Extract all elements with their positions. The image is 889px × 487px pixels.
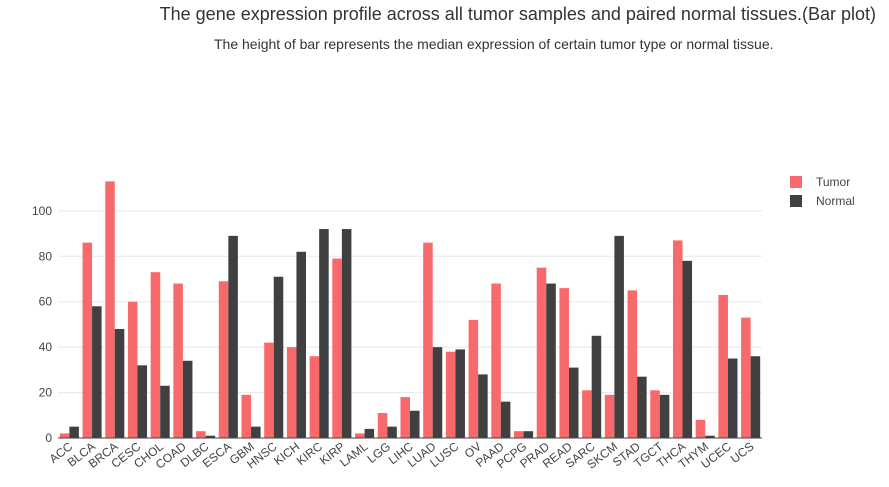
y-tick-label: 40 <box>39 340 53 354</box>
bar-normal-kirp[interactable] <box>341 229 352 438</box>
bar-tumor-esca[interactable] <box>218 281 229 438</box>
bar-normal-paad[interactable] <box>500 401 511 438</box>
bar-tumor-prad[interactable] <box>536 267 547 438</box>
bar-tumor-thca[interactable] <box>672 240 683 438</box>
bar-normal-lusc[interactable] <box>455 349 465 438</box>
bar-tumor-acc[interactable] <box>59 433 70 438</box>
bar-tumor-luad[interactable] <box>423 242 433 438</box>
gridlines <box>58 210 762 394</box>
legend-swatch-tumor[interactable] <box>790 176 802 188</box>
bar-tumor-sarc[interactable] <box>582 390 592 438</box>
bar-normal-lihc[interactable] <box>410 410 420 438</box>
bar-normal-blca[interactable] <box>92 306 102 438</box>
y-tick-label: 80 <box>39 249 53 263</box>
bar-normal-kich[interactable] <box>296 251 306 438</box>
bar-normal-ucec[interactable] <box>727 358 738 438</box>
bar-tumor-skcm[interactable] <box>604 394 615 438</box>
bars <box>59 181 761 438</box>
bar-tumor-ucs[interactable] <box>741 317 751 438</box>
bar-normal-prad[interactable] <box>546 283 556 438</box>
y-tick-label: 100 <box>32 204 52 218</box>
bar-tumor-tgct[interactable] <box>650 390 660 438</box>
bar-normal-thca[interactable] <box>682 260 693 438</box>
legend-swatch-normal[interactable] <box>790 195 802 207</box>
bar-normal-gbm[interactable] <box>251 426 261 438</box>
bar-normal-cesc[interactable] <box>137 365 148 438</box>
y-tick-label: 20 <box>39 386 53 400</box>
bar-normal-coad[interactable] <box>182 360 193 438</box>
bar-tumor-lusc[interactable] <box>445 351 456 438</box>
x-tick-label: UCS <box>728 439 757 466</box>
bar-normal-laml[interactable] <box>364 428 375 438</box>
bar-tumor-thym[interactable] <box>695 419 706 438</box>
bar-tumor-brca[interactable] <box>105 181 115 438</box>
bar-tumor-stad[interactable] <box>627 290 638 438</box>
bar-tumor-chol[interactable] <box>150 272 161 438</box>
bar-normal-esca[interactable] <box>228 235 238 438</box>
bar-normal-sarc[interactable] <box>591 335 602 438</box>
bar-normal-tgct[interactable] <box>659 394 670 438</box>
bar-tumor-coad[interactable] <box>173 283 183 438</box>
bar-normal-chol[interactable] <box>160 385 170 438</box>
bar-normal-lgg[interactable] <box>387 426 397 438</box>
bar-tumor-lgg[interactable] <box>377 413 388 438</box>
bar-tumor-lihc[interactable] <box>400 397 410 438</box>
bar-tumor-ov[interactable] <box>468 319 479 438</box>
bar-normal-kirc[interactable] <box>319 229 329 438</box>
bar-normal-read[interactable] <box>568 367 579 438</box>
chart-subtitle: The height of bar represents the median … <box>214 36 774 52</box>
bar-normal-acc[interactable] <box>69 426 79 438</box>
bar-normal-hnsc[interactable] <box>273 276 284 438</box>
legend-label-normal[interactable]: Normal <box>816 194 855 208</box>
bar-normal-skcm[interactable] <box>614 235 624 438</box>
bar-tumor-read[interactable] <box>559 288 569 438</box>
bar-tumor-laml[interactable] <box>355 433 365 438</box>
bar-tumor-kirc[interactable] <box>309 356 320 438</box>
bar-normal-stad[interactable] <box>637 376 647 438</box>
y-tick-label: 60 <box>39 295 53 309</box>
bar-tumor-kich[interactable] <box>286 347 297 438</box>
bar-normal-brca[interactable] <box>114 328 125 438</box>
bar-normal-dlbc[interactable] <box>205 435 216 438</box>
bar-tumor-hnsc[interactable] <box>264 342 274 438</box>
bar-tumor-cesc[interactable] <box>127 301 138 438</box>
legend[interactable]: Tumor Normal <box>790 175 855 208</box>
bar-tumor-ucec[interactable] <box>718 294 728 438</box>
bar-tumor-pcpg[interactable] <box>514 431 524 438</box>
y-tick-label: 0 <box>45 431 52 445</box>
bar-normal-pcpg[interactable] <box>523 431 534 438</box>
bar-tumor-dlbc[interactable] <box>196 431 206 438</box>
bar-tumor-kirp[interactable] <box>332 258 342 438</box>
legend-label-tumor[interactable]: Tumor <box>816 175 850 189</box>
bar-normal-ov[interactable] <box>478 374 488 438</box>
bar-normal-ucs[interactable] <box>750 356 761 438</box>
chart-title: The gene expression profile across all t… <box>159 4 876 24</box>
bar-normal-luad[interactable] <box>432 347 443 438</box>
bar-tumor-paad[interactable] <box>491 283 501 438</box>
bar-tumor-blca[interactable] <box>82 242 93 438</box>
bar-tumor-gbm[interactable] <box>241 394 252 438</box>
bar-normal-thym[interactable] <box>705 435 715 438</box>
